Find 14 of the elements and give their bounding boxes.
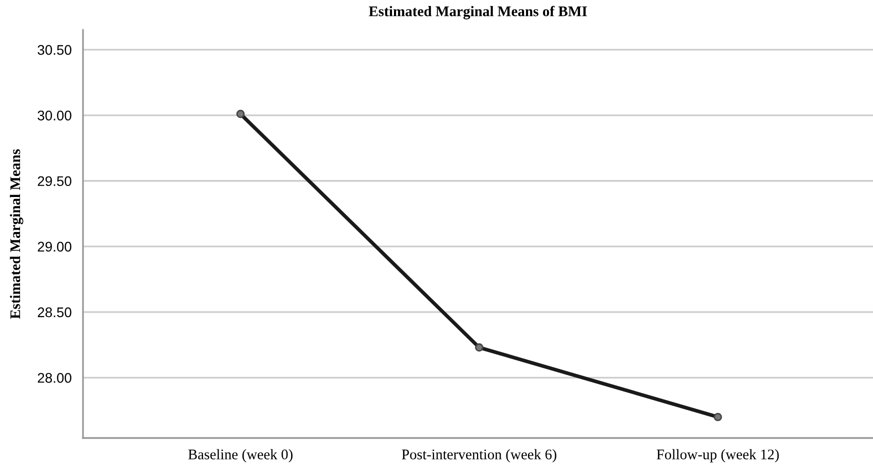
x-tick-label: Baseline (week 0)	[188, 449, 293, 462]
point	[236, 110, 245, 118]
y-tick-label: 28.50	[38, 307, 72, 318]
point	[714, 412, 722, 422]
point	[475, 343, 484, 352]
x-tick-label: Post-intervention (week 6)	[402, 449, 556, 462]
y-tick-label: 30.50	[38, 45, 72, 55]
chart-title: Estimated Marginal Means of BMI	[368, 6, 587, 20]
x-tick-label: Follow-up (week 12)	[656, 449, 779, 462]
y-tick-label: 29.00	[38, 242, 72, 252]
y-tick-label: 28.00	[38, 372, 72, 383]
y-tick-label: 30.00	[38, 110, 72, 120]
y-tick-label: 29.50	[38, 176, 72, 186]
y-axis-title: Estimated Marginal Means	[10, 149, 24, 319]
